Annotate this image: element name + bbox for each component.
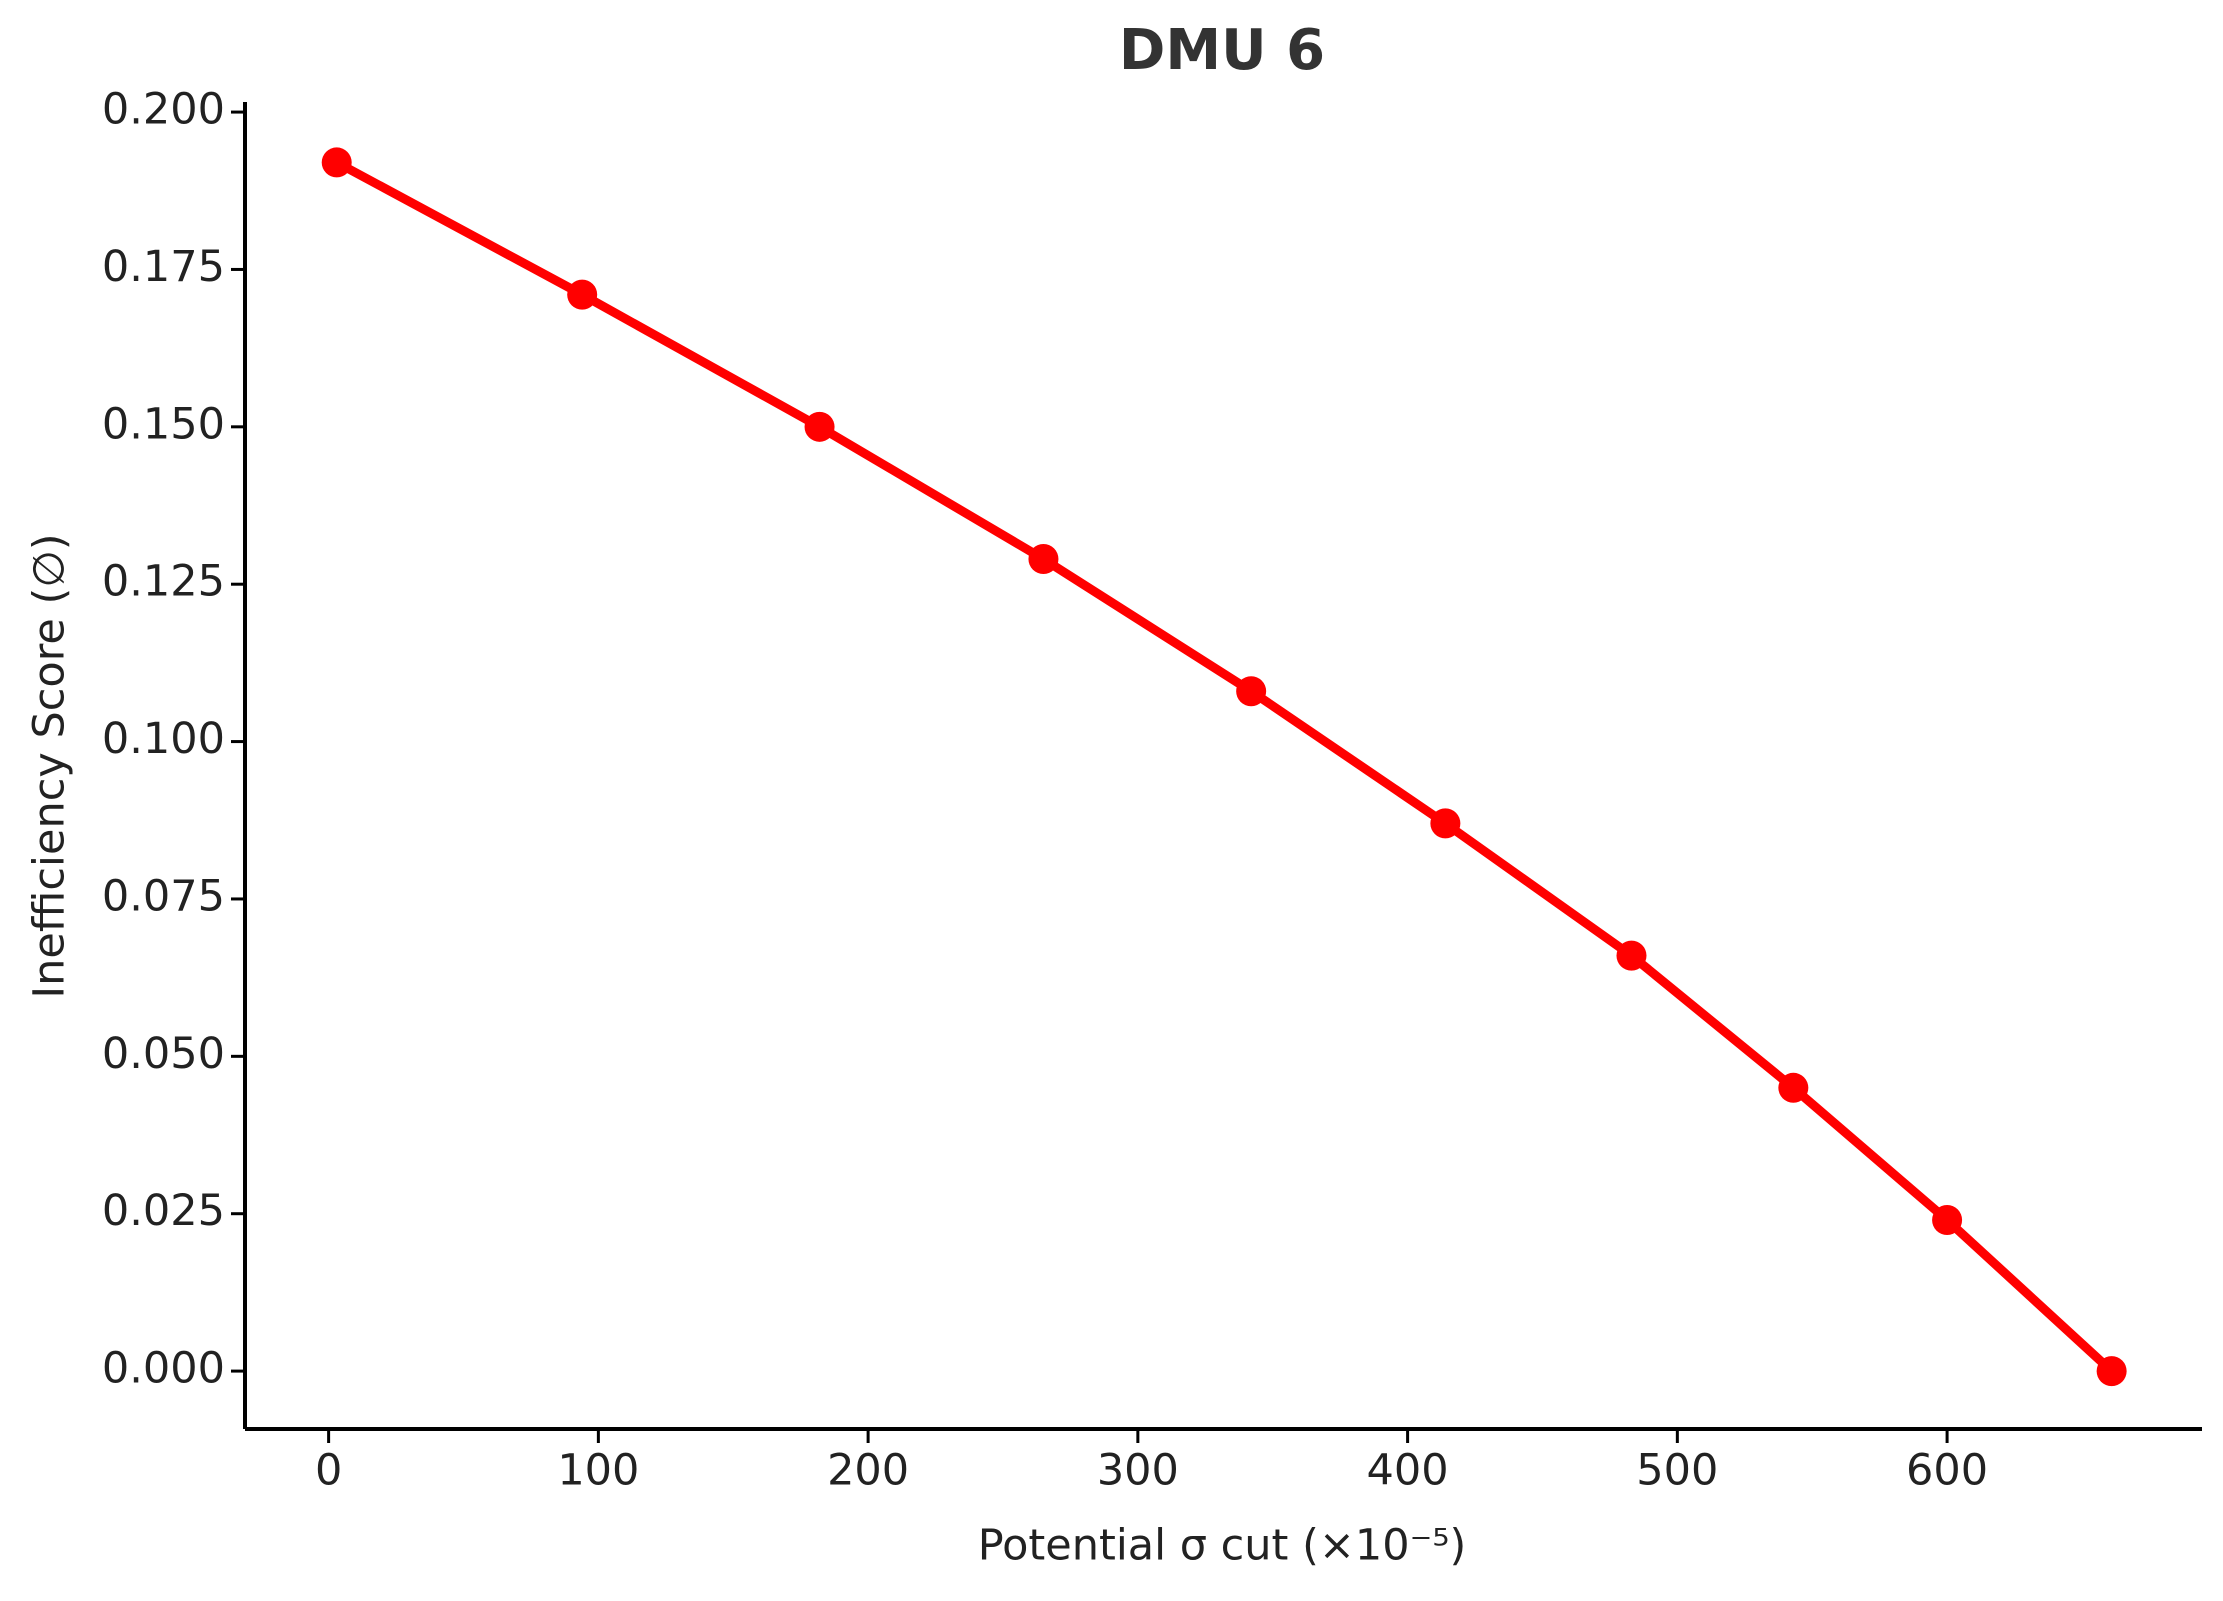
data-point [1236, 676, 1267, 707]
x-axis-label: Potential σ cut (×10⁻⁵) [978, 1521, 1467, 1571]
x-tick-label: 200 [827, 1446, 909, 1496]
data-point [1778, 1072, 1809, 1103]
x-tick-label: 400 [1367, 1446, 1449, 1496]
y-tick-label: 0.025 [102, 1186, 225, 1236]
y-axis-label: Inefficiency Score (∅) [25, 533, 75, 998]
x-tick-label: 300 [1097, 1446, 1179, 1496]
y-tick-label: 0.050 [102, 1029, 225, 1079]
x-tick-label: 0 [315, 1446, 342, 1496]
y-tick-label: 0.200 [102, 85, 225, 135]
y-tick-label: 0.000 [102, 1344, 225, 1394]
y-tick-label: 0.100 [102, 714, 225, 764]
data-point [567, 279, 598, 310]
y-tick-label: 0.125 [102, 557, 225, 607]
data-point [804, 411, 835, 442]
data-point [2096, 1356, 2127, 1387]
data-line [334, 158, 2115, 1375]
y-tick-label: 0.175 [102, 242, 225, 292]
y-tick-label: 0.075 [102, 871, 225, 921]
y-tick-label: 0.150 [102, 399, 225, 449]
data-point [1028, 544, 1059, 575]
x-tick-label: 500 [1636, 1446, 1718, 1496]
data-point [1932, 1205, 1963, 1236]
x-tick-label: 100 [557, 1446, 639, 1496]
data-point [1616, 940, 1647, 971]
x-tick-label: 600 [1906, 1446, 1988, 1496]
data-point [321, 147, 352, 178]
data-point [1430, 808, 1461, 839]
chart-title: DMU 6 [1119, 18, 1325, 83]
